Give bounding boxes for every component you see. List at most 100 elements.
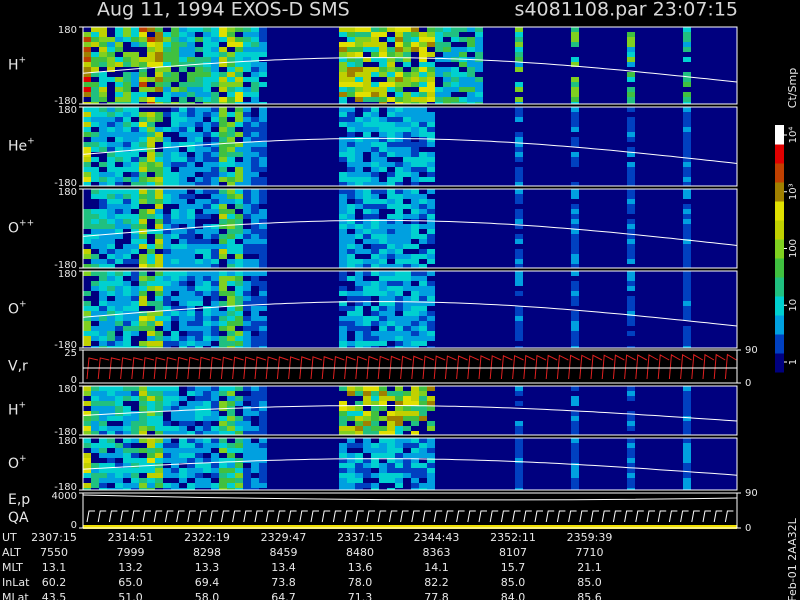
spectrogram-cell [163, 72, 171, 77]
spectrogram-cell [107, 488, 115, 490]
spectrogram-cell [467, 42, 475, 47]
spectrogram-cell [179, 281, 187, 286]
spectrogram-cell [363, 42, 371, 47]
spectrogram-cell [219, 386, 227, 391]
spectrogram-cell [107, 301, 115, 306]
title: Aug 11, 1994 EXOS-D SMS [97, 0, 350, 21]
spectrogram-cell [347, 473, 355, 478]
spectrogram-cell [395, 209, 403, 214]
spectrogram-cell [427, 483, 435, 488]
spectrogram-cell [387, 142, 395, 147]
spectrogram-cell [403, 27, 411, 32]
spectrogram-cell [627, 97, 635, 102]
spectrogram-cell [131, 162, 139, 167]
spectrogram-cell [187, 172, 195, 177]
spectrogram-cell [363, 122, 371, 127]
spectrogram-cell [411, 177, 419, 182]
spectrogram-cell [371, 416, 379, 421]
spectrogram-cell [155, 468, 163, 473]
spectrogram-cell [571, 117, 579, 122]
panel-frame [82, 437, 738, 491]
spectrogram-cell [107, 336, 115, 341]
spectrogram-cell [243, 177, 251, 182]
spectrogram-cell [115, 37, 123, 42]
spectrogram-cell [179, 301, 187, 306]
spectrogram-cell [139, 132, 147, 137]
spectrogram-cell [131, 127, 139, 132]
spectrogram-cell [419, 132, 427, 137]
spectrogram-cell [387, 67, 395, 72]
spectrogram-cell [227, 443, 235, 448]
spectrogram-cell [427, 438, 435, 443]
spectrogram-cell [131, 271, 139, 276]
spectrogram-cell [195, 72, 203, 77]
spectrogram-cell [171, 281, 179, 286]
spectrogram-cell [139, 177, 147, 182]
spectrogram-cell [411, 82, 419, 87]
spectrogram-cell [571, 281, 579, 286]
spectrogram-cell [683, 426, 691, 431]
table-cell: 8107 [499, 546, 527, 559]
spectrogram-cell [411, 102, 419, 104]
spectrogram-cell [395, 306, 403, 311]
spectrogram-cell [243, 326, 251, 331]
y-tick-label: 180 [58, 384, 77, 395]
spectrogram-cell [195, 27, 203, 32]
spectrogram-cell [99, 127, 107, 132]
spectrogram-cell [411, 117, 419, 122]
spectrogram-cell [91, 52, 99, 57]
spectrogram-cell [219, 244, 227, 249]
spectrogram-cell [107, 416, 115, 421]
spectrogram-cell [379, 468, 387, 473]
spectrogram-cell [139, 326, 147, 331]
spectrogram-cell [395, 448, 403, 453]
spectrogram-cell [515, 386, 523, 391]
spectrogram-cell [195, 37, 203, 42]
spectrogram-cell [363, 199, 371, 204]
spectrogram-cell [363, 142, 371, 147]
spectrogram-cell [163, 32, 171, 37]
spectrogram-cell [123, 331, 131, 336]
spectrogram-cell [403, 438, 411, 443]
spectrogram-cell [163, 286, 171, 291]
spectrogram-cell [627, 194, 635, 199]
spectrogram-cell [355, 264, 363, 268]
table-cell: 13.2 [118, 561, 143, 574]
spectrogram-cell [179, 107, 187, 112]
spectrogram-cell [259, 37, 267, 42]
spectrogram-cell [515, 453, 523, 458]
spectrogram-cell [139, 127, 147, 132]
spectrogram-cell [187, 107, 195, 112]
spectrogram-cell [387, 107, 395, 112]
spectrogram-cell [627, 209, 635, 214]
spectrogram-cell [339, 406, 347, 411]
spectrogram-cell [83, 37, 91, 42]
spectrogram-cell [83, 209, 91, 214]
spectrogram-cell [123, 326, 131, 331]
spectrogram-cell [467, 87, 475, 92]
spectrogram-cell [515, 157, 523, 162]
spectrogram-cell [83, 62, 91, 67]
spectrogram-cell [227, 214, 235, 219]
spectrogram-cell [115, 291, 123, 296]
spectrogram-cell [243, 194, 251, 199]
spectrogram-cell [371, 239, 379, 244]
spectrogram-cell [131, 112, 139, 117]
spectrogram-cell [427, 443, 435, 448]
spectrogram-cell [379, 249, 387, 254]
spectrogram-cell [347, 77, 355, 82]
spectrogram-cell [195, 112, 203, 117]
spectrogram-cell [395, 47, 403, 52]
spectrogram-cell [187, 421, 195, 426]
spectrogram-cell [363, 271, 371, 276]
spectrogram-cell [163, 281, 171, 286]
spectrogram-cell [91, 189, 99, 194]
spectrogram-cell [251, 229, 259, 234]
spectrogram-cell [259, 67, 267, 72]
spectrogram-cell [243, 209, 251, 214]
spectrogram-cell [395, 468, 403, 473]
spectrogram-cell [395, 463, 403, 468]
spectrogram-cell [131, 72, 139, 77]
spectrogram-cell [403, 346, 411, 348]
spectrogram-cell [179, 326, 187, 331]
